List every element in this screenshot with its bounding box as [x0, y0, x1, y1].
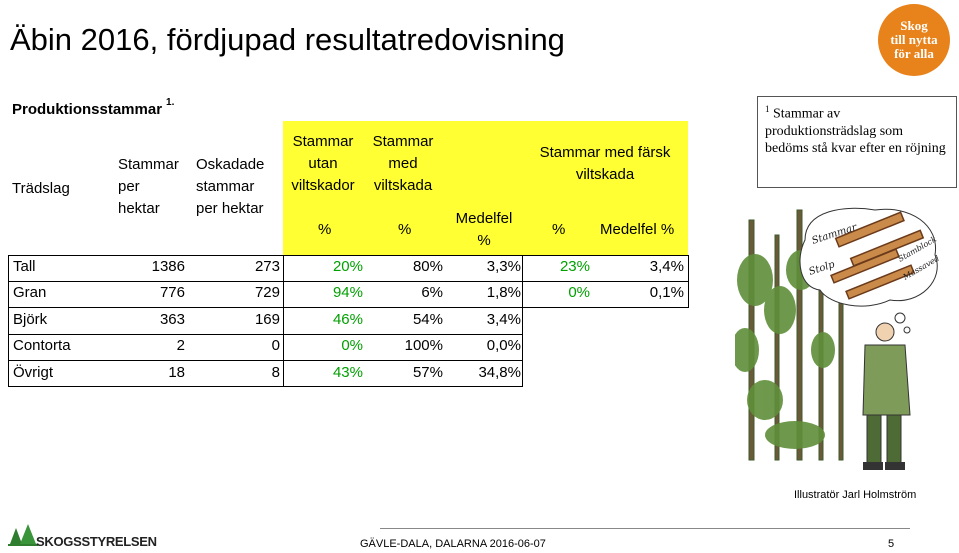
header-line: Stammar med färsk	[539, 144, 671, 161]
footnote-number: 1	[765, 104, 770, 114]
cell-utan-viltskador: 20%	[332, 258, 363, 275]
cell-medelfel: 0,0%	[486, 337, 521, 354]
table-rule	[8, 334, 523, 335]
footnote-box: 1 Stammar av produktionsträdslag som bed…	[757, 96, 957, 188]
header-highlight-main	[283, 121, 523, 255]
header-line: viltskada	[575, 166, 635, 183]
cell-oskadade: 0	[271, 337, 280, 354]
footer-location-date: GÄVLE-DALA, DALARNA 2016-06-07	[360, 538, 546, 550]
footnote-text: Stammar av produktionsträdslag som bedöm…	[765, 106, 946, 156]
cell-species: Björk	[13, 311, 48, 328]
header-utan-viltskador: Stammar utan viltskador	[283, 131, 363, 197]
cell-oskadade: 169	[254, 311, 280, 328]
header-line: utan	[308, 155, 338, 172]
logo-line-1: Skog	[900, 18, 928, 33]
page-number: 5	[888, 538, 895, 550]
cell-species: Övrigt	[13, 364, 54, 381]
header-medelfel: Medelfel %	[445, 208, 523, 252]
footnote-marker: 1.	[166, 97, 175, 108]
cell-utan-viltskador: 94%	[332, 284, 363, 301]
header-line: %	[477, 232, 491, 249]
cell-oskadade: 273	[254, 258, 280, 275]
cell-per-hektar: 1386	[151, 258, 185, 275]
cell-utan-viltskador: 43%	[332, 364, 363, 381]
header-highlight-group	[522, 121, 688, 255]
header-utan-percent: %	[318, 221, 332, 238]
header-line: Oskadade	[196, 156, 265, 173]
cell-oskadade: 729	[254, 284, 280, 301]
logo-line-2: till nytta	[890, 32, 938, 47]
cell-med-viltskada: 57%	[412, 364, 443, 381]
cell-med-viltskada: 54%	[412, 311, 443, 328]
header-line: stammar	[196, 178, 255, 195]
header-line: viltskada	[373, 177, 433, 194]
cell-species: Contorta	[13, 337, 71, 354]
table-rule	[688, 255, 689, 308]
logs	[830, 211, 925, 300]
cell-med-viltskada: 6%	[421, 284, 443, 301]
cell-species: Tall	[13, 258, 36, 275]
forest-illustration: Stammar Stolp Stamblock Massaved	[735, 200, 953, 480]
table-rule	[283, 255, 284, 386]
cell-per-hektar: 18	[168, 364, 185, 381]
skogsstyrelsen-logo	[8, 524, 38, 546]
footer-divider	[380, 528, 910, 529]
cell-medelfel: 1,8%	[486, 284, 521, 301]
cell-per-hektar: 363	[159, 311, 185, 328]
cell-farsk: 0%	[568, 284, 590, 301]
header-med-percent: %	[398, 221, 412, 238]
section-heading: Produktionsstammar 1.	[12, 97, 175, 118]
table-rule	[8, 255, 688, 256]
table-rule	[8, 307, 688, 308]
cell-per-hektar: 776	[159, 284, 185, 301]
header-med-viltskada: Stammar med viltskada	[363, 131, 443, 197]
header-line: viltskador	[291, 177, 355, 194]
header-line: per	[118, 178, 140, 195]
table-rule	[8, 360, 523, 361]
illustrator-credit: Illustratör Jarl Holmström	[794, 489, 917, 501]
header-line: Medelfel	[455, 210, 513, 227]
cell-medelfel: 3,3%	[486, 258, 521, 275]
logo-line-3: för alla	[894, 46, 934, 61]
cell-species: Gran	[13, 284, 47, 301]
section-heading-text: Produktionsstammar	[12, 101, 163, 118]
header-line: Stammar	[118, 156, 179, 173]
header-farsk-viltskada: Stammar med färsk viltskada	[522, 142, 688, 186]
cell-med-viltskada: 100%	[404, 337, 443, 354]
cell-utan-viltskador: 0%	[341, 337, 363, 354]
cell-utan-viltskador: 46%	[332, 311, 363, 328]
cell-farsk: 23%	[559, 258, 590, 275]
header-stammar-per-hektar: Stammar per hektar	[118, 154, 179, 220]
skog-logo: Skog till nytta för alla	[878, 4, 950, 76]
header-line: hektar	[118, 200, 160, 217]
table-rule	[8, 281, 688, 282]
slide-title: Äbin 2016, fördjupad resultatredovisning	[10, 22, 565, 57]
cell-medelfel: 3,4%	[486, 311, 521, 328]
cell-farsk-medelfel: 0,1%	[649, 284, 684, 301]
header-farsk-percent: %	[552, 221, 566, 238]
table-rule	[8, 386, 523, 387]
cell-medelfel: 34,8%	[478, 364, 521, 381]
header-line: med	[388, 155, 418, 172]
foliage	[735, 250, 835, 449]
header-line: Stammar	[292, 133, 354, 150]
cell-per-hektar: 2	[176, 337, 185, 354]
header-oskadade: Oskadade stammar per hektar	[196, 154, 264, 220]
cell-oskadade: 8	[271, 364, 280, 381]
header-farsk-medelfel: Medelfel %	[600, 221, 675, 238]
table-rule	[522, 255, 523, 386]
header-line: per hektar	[196, 200, 264, 217]
man-figure	[862, 322, 911, 470]
cell-med-viltskada: 80%	[412, 258, 443, 275]
table-rule	[8, 255, 9, 386]
header-tradslag: Trädslag	[12, 180, 70, 197]
cell-farsk-medelfel: 3,4%	[649, 258, 684, 275]
header-line: Stammar	[372, 133, 434, 150]
brand-name: SKOGSSTYRELSEN	[36, 534, 157, 549]
